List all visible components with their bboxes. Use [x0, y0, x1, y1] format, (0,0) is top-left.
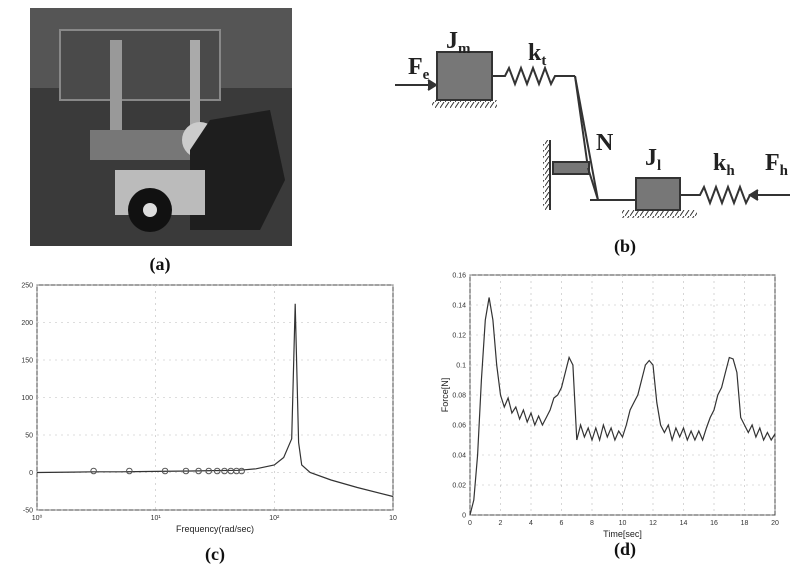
y-tick-label: 200 — [21, 320, 33, 327]
marker — [182, 467, 190, 475]
x-tick-label: 2 — [499, 520, 503, 527]
x-tick-label: 10 — [619, 520, 627, 527]
y-tick-label: 0.12 — [452, 333, 466, 340]
y-tick-label: 0 — [29, 470, 33, 477]
y-tick-label: 100 — [21, 395, 33, 402]
marker — [195, 467, 202, 475]
y-tick-label: 50 — [25, 433, 33, 440]
x-tick-label: 16 — [710, 520, 718, 527]
x-axis-label: Frequency(rad/sec) — [176, 524, 254, 534]
y-tick-label: -50 — [23, 508, 33, 515]
y-tick-label: 0.16 — [452, 273, 466, 280]
data-line — [36, 303, 394, 498]
y-axis-label: Force[N] — [440, 378, 450, 413]
diagram — [395, 51, 790, 218]
x-tick-label: 0 — [468, 520, 472, 527]
label: kh — [713, 150, 735, 179]
photo — [30, 8, 292, 246]
label: Jl — [645, 145, 661, 174]
y-tick-label: 0.08 — [452, 393, 466, 400]
y-tick-label: 150 — [21, 358, 33, 365]
x-tick-label: 6 — [560, 520, 564, 527]
panel-label: (a) — [150, 254, 171, 275]
label-base: J — [446, 28, 458, 54]
x-tick-label: 10² — [269, 515, 280, 522]
marker — [221, 467, 228, 475]
y-tick-label: 0.06 — [452, 423, 466, 430]
y-tick-label: 0.14 — [452, 303, 466, 310]
x-tick-label: 20 — [771, 520, 779, 527]
x-tick-label: 10⁰ — [32, 514, 43, 522]
x-tick-label: 10¹ — [151, 515, 162, 522]
label-base: k — [713, 150, 727, 176]
x-tick-label: 18 — [741, 520, 749, 527]
x-axis-label: Time[sec] — [603, 529, 642, 539]
x-tick-label: 12 — [649, 520, 657, 527]
x-tick-label: 14 — [680, 520, 688, 527]
x-tick-label: 4 — [529, 520, 533, 527]
label-base: J — [645, 145, 657, 171]
label-sub: h — [726, 163, 735, 179]
label: kt — [528, 40, 546, 69]
panel-label: (b) — [614, 236, 636, 257]
label-sub: m — [458, 41, 471, 57]
y-tick-label: 0.04 — [452, 453, 466, 460]
marker — [213, 467, 221, 475]
label: Jm — [446, 28, 471, 57]
y-tick-label: 0 — [462, 513, 466, 520]
label-sub: h — [780, 163, 789, 179]
diagram-labels: Jm kt Fe N Jl kh Fh — [408, 28, 789, 179]
label-sub: e — [423, 67, 430, 83]
marker — [90, 467, 97, 475]
x-tick-label: 8 — [590, 520, 594, 527]
panel-label: (c) — [205, 544, 225, 565]
plot-frame — [36, 284, 394, 511]
panel-label: (d) — [614, 539, 636, 560]
marker — [126, 467, 133, 475]
marker — [238, 467, 245, 475]
marker — [161, 467, 169, 475]
label-base: k — [528, 40, 542, 66]
label-base: F — [408, 54, 423, 80]
label: Fh — [765, 150, 789, 179]
marker — [205, 467, 213, 475]
label: N — [596, 130, 614, 156]
y-tick-label: 0.02 — [452, 483, 466, 490]
label-sub: l — [657, 158, 661, 174]
x-tick-label: 10 — [389, 515, 397, 522]
data-line — [469, 297, 776, 516]
label-sub: t — [541, 53, 546, 69]
y-tick-label: 0.1 — [456, 363, 466, 370]
y-tick-label: 250 — [21, 283, 33, 290]
label-base: F — [765, 150, 780, 176]
label: Fe — [408, 54, 430, 83]
